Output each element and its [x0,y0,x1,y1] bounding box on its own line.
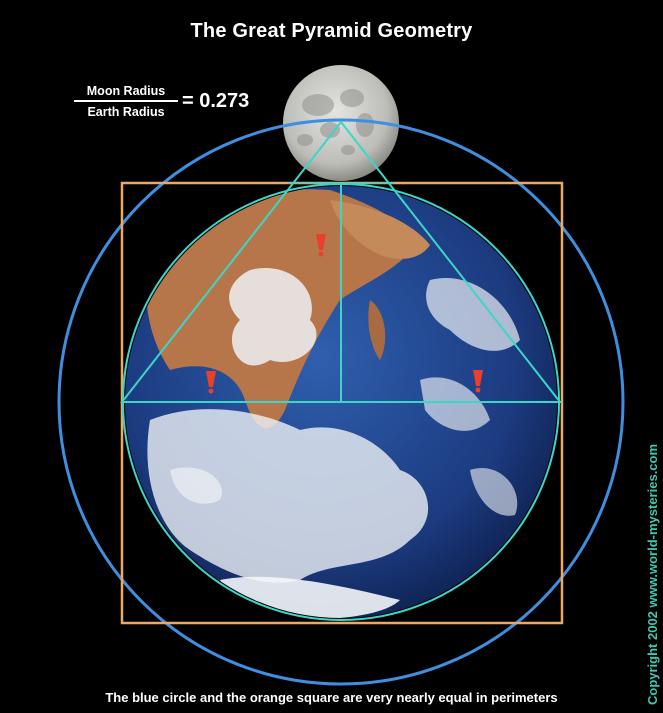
ratio-formula: Moon Radius Earth Radius = 0.273 [74,84,249,119]
ratio-numerator: Moon Radius [86,84,166,98]
ratio-denominator: Earth Radius [87,105,165,119]
marker-icon [316,234,326,257]
blue-circle [57,118,625,686]
marker-icon [473,370,483,393]
earth-icon [125,186,557,618]
marker-icon [206,371,216,394]
caption: The blue circle and the orange square ar… [105,690,558,705]
copyright-text: Copyright 2002 www.world-mysteries.com [645,443,660,705]
page-title: The Great Pyramid Geometry [190,20,473,42]
fraction-bar [74,100,178,102]
ratio-fraction: Moon Radius Earth Radius [74,84,178,119]
ratio-value: = 0.273 [182,90,250,112]
moon-icon [283,65,399,181]
